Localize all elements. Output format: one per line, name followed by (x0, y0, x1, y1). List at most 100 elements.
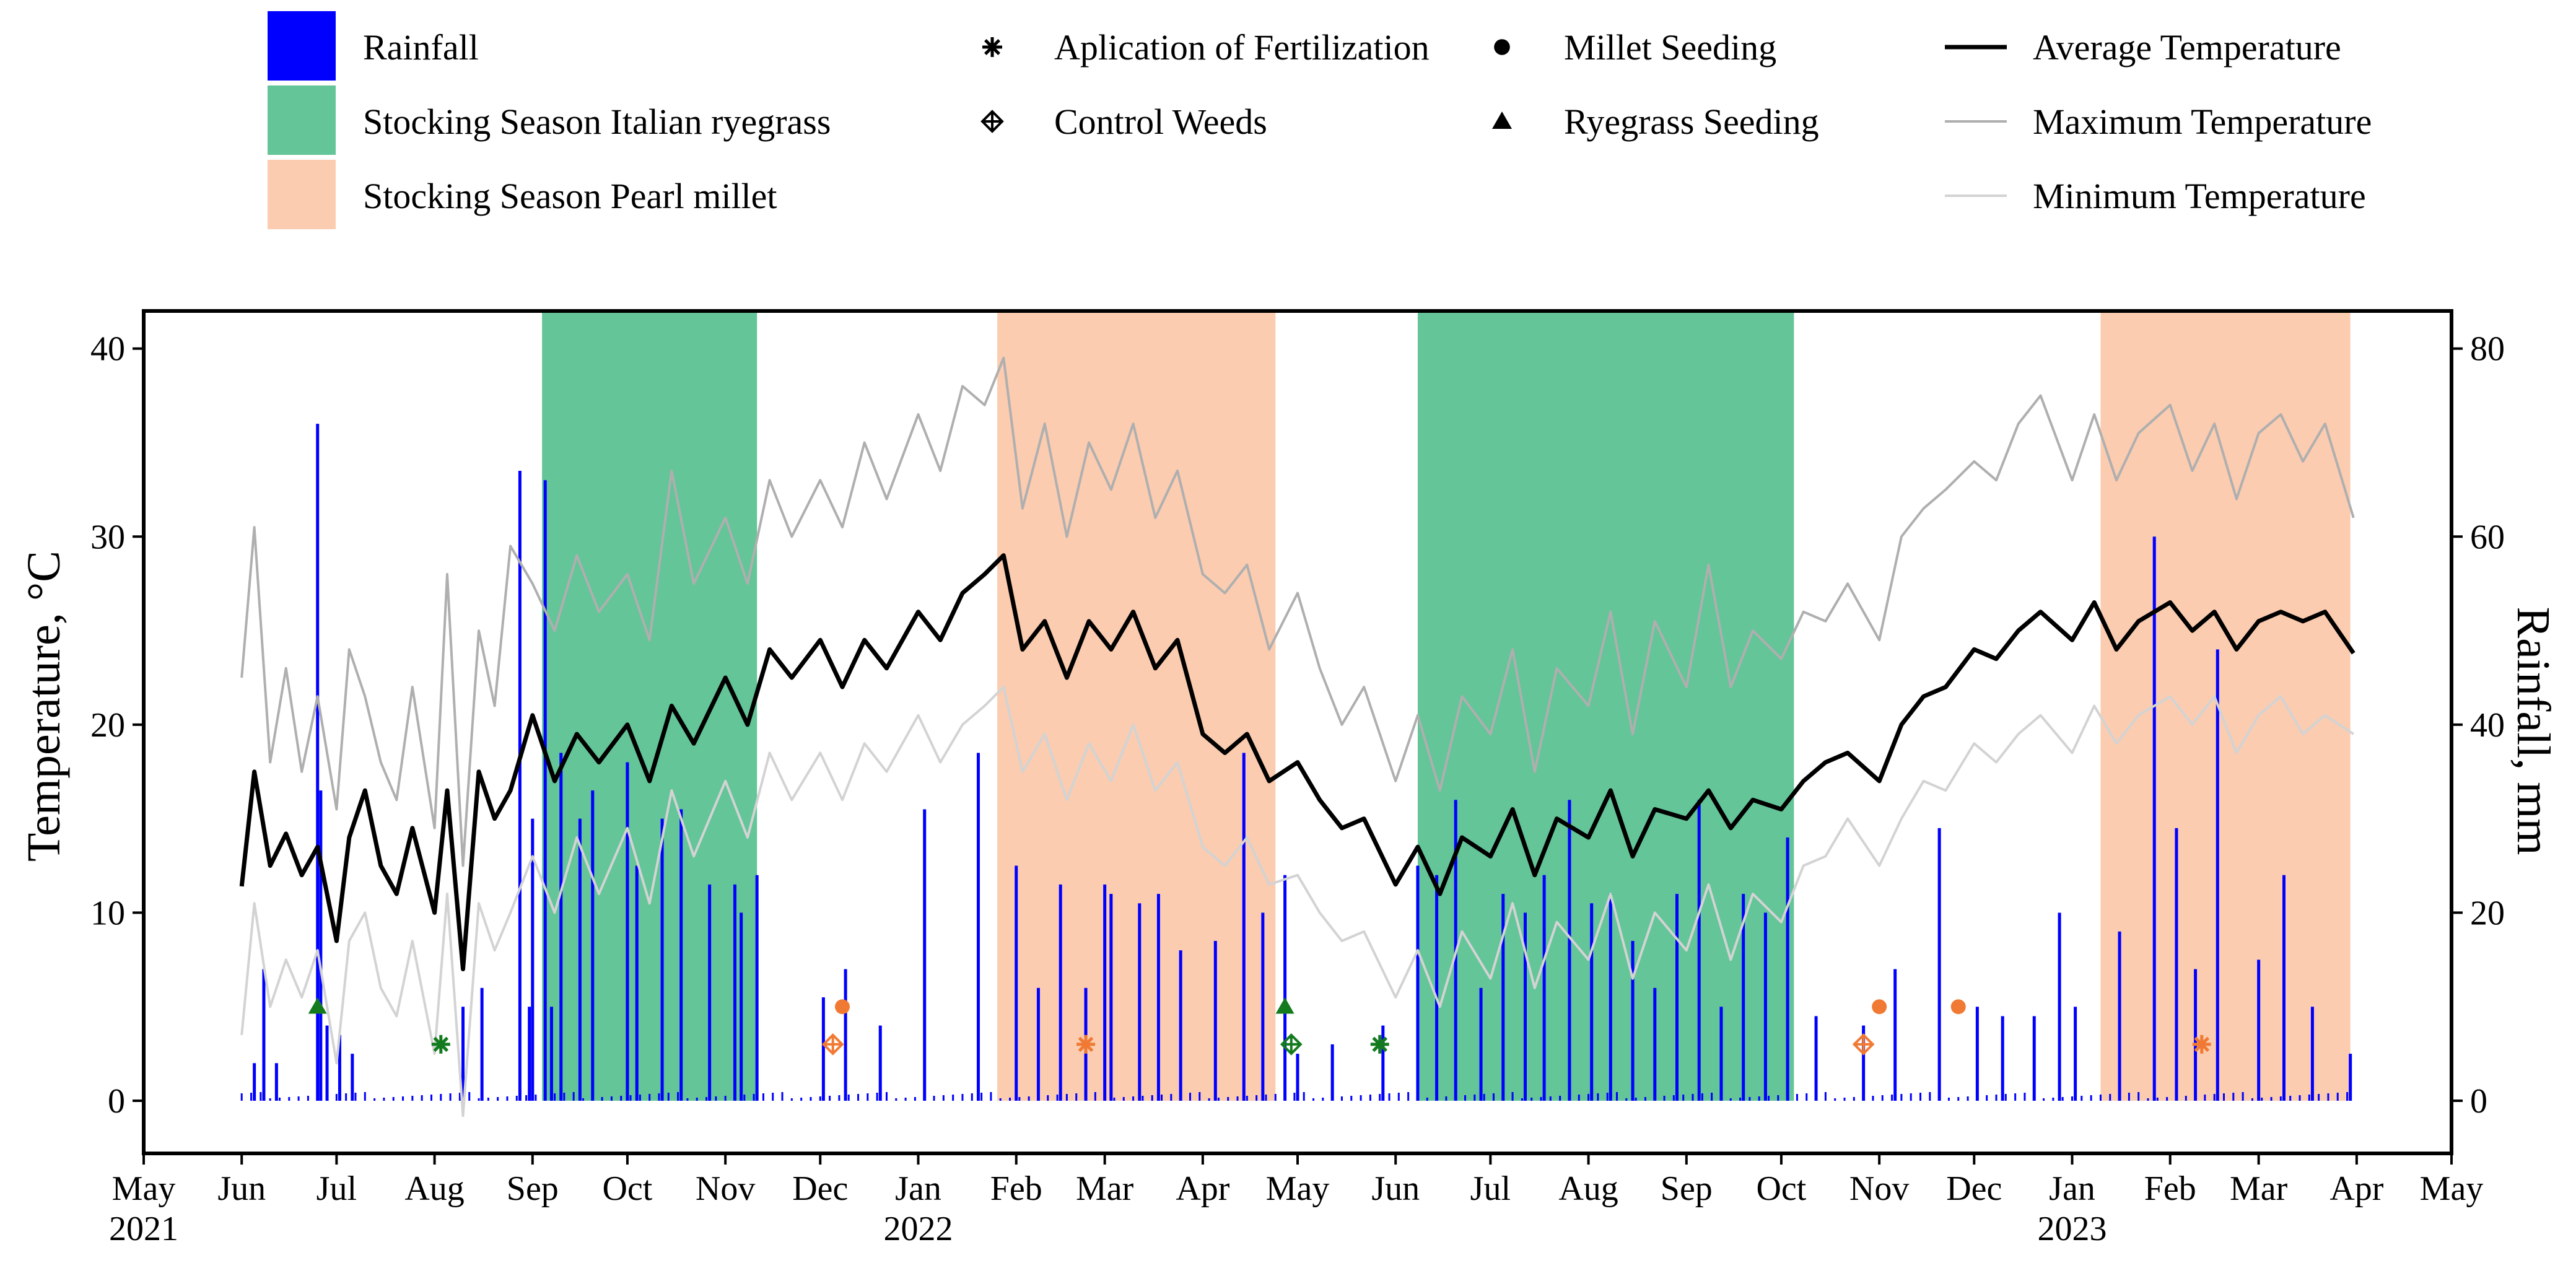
rainfall-trace-bar (1189, 1093, 1191, 1101)
rainfall-trace-bar (364, 1092, 366, 1101)
rainfall-trace-bar (1265, 1095, 1267, 1101)
rainfall-bar (2216, 649, 2219, 1101)
legend: Rainfall Stocking Season Italian ryegrass… (268, 11, 2372, 229)
rainfall-trace-bar (288, 1097, 290, 1101)
rainfall-trace-bar (317, 1095, 319, 1101)
rainfall-trace-bar (733, 1095, 736, 1101)
legend-label: Stocking Season Pearl millet (363, 176, 777, 216)
rainfall-trace-bar (1635, 1098, 1637, 1101)
rainfall-trace-bar (1729, 1098, 1732, 1101)
rainfall-trace-bar (515, 1096, 518, 1101)
event-marker (1076, 1034, 1096, 1054)
x-tick-label: May (112, 1170, 176, 1208)
rainfall-trace-bar (1881, 1095, 1884, 1101)
rainfall-bar (2118, 931, 2121, 1101)
rainfall-trace-bar (952, 1095, 954, 1101)
rainfall-trace-bar (819, 1096, 821, 1101)
rainfall-trace-bar (383, 1098, 385, 1101)
event-marker (1275, 997, 1295, 1014)
rainfall-bar (1213, 940, 1217, 1101)
rainfall-bar (338, 1034, 341, 1101)
rainfall-trace-bar (2118, 1093, 2121, 1101)
rainfall-trace-bar (1179, 1093, 1182, 1101)
season-band (1417, 311, 1794, 1101)
rainfall-trace-bar (1018, 1097, 1021, 1101)
y-axis-left-title: Temperature, °C (18, 551, 70, 862)
crossed-diamond-icon (1280, 1033, 1303, 1056)
rainfall-trace-bar (1900, 1094, 1903, 1101)
rainfall-bar (1283, 875, 1287, 1101)
rainfall-trace-bar (772, 1093, 774, 1101)
rainfall-trace-bar (2336, 1093, 2339, 1101)
rainfall-trace-bar (2109, 1094, 2111, 1101)
rainfall-trace-bar (2033, 1092, 2035, 1101)
rainfall-bar (262, 969, 266, 1101)
rainfall-trace-bar (2308, 1095, 2310, 1101)
season-band (2100, 311, 2351, 1101)
rainfall-bar (2310, 1007, 2314, 1101)
asterisk-icon (982, 37, 1002, 57)
rainfall-trace-bar (2289, 1096, 2292, 1101)
rainfall-trace-bar (800, 1098, 803, 1101)
rainfall-trace-bar (1739, 1098, 1742, 1101)
rainfall-trace-bar (1720, 1092, 1722, 1101)
rainfall-trace-bar (2147, 1098, 2149, 1101)
rainfall-trace-bar (1872, 1096, 1874, 1101)
rainfall-trace-bar (2128, 1093, 2130, 1101)
rainfall-trace-bar (240, 1093, 243, 1101)
rainfall-trace-bar (1331, 1097, 1334, 1101)
rainfall-trace-bar (2299, 1095, 2301, 1101)
crossed-diamond-icon (1852, 1033, 1875, 1056)
rainfall-trace-bar (677, 1092, 679, 1101)
rainfall-trace-bar (1028, 1096, 1030, 1101)
circle-icon (1950, 999, 1966, 1015)
rainfall-trace-bar (1142, 1096, 1144, 1101)
rainfall-trace-bar (1407, 1092, 1410, 1101)
rainfall-trace-bar (2014, 1093, 2017, 1101)
rainfall-trace-bar (933, 1096, 935, 1101)
rainfall-trace-bar (2156, 1098, 2159, 1101)
rainfall-trace-bar (724, 1096, 727, 1101)
rainfall-trace-bar (1986, 1095, 1988, 1101)
rainfall-trace-bar (1540, 1097, 1542, 1101)
rainfall-trace-bar (2204, 1095, 2206, 1101)
plot-area (239, 311, 2356, 1117)
x-tick-label: Dec (1946, 1170, 2002, 1208)
rainfall-trace-bar (1122, 1097, 1125, 1101)
rainfall-trace-bar (2346, 1092, 2349, 1101)
rainfall-bar (1261, 912, 1265, 1101)
rainfall-trace-bar (610, 1096, 613, 1101)
legend-label: Millet Seeding (1564, 27, 1776, 68)
rainfall-trace-bar (1597, 1093, 1599, 1101)
rainfall-trace-bar (2261, 1098, 2263, 1101)
y-left-tick-label: 10 (90, 894, 125, 932)
x-tick-label: Sep (1661, 1170, 1713, 1208)
rainfall-trace-bar (2318, 1094, 2320, 1101)
rainfall-trace-bar (2194, 1095, 2197, 1101)
rainfall-bar (316, 424, 320, 1101)
x-tick-label: Aug (404, 1170, 464, 1208)
rainfall-trace-bar (914, 1097, 916, 1101)
rainfall-trace-bar (1397, 1093, 1400, 1101)
event-marker (1280, 1033, 1303, 1056)
rainfall-trace-bar (2004, 1094, 2007, 1101)
legend-key-symbol (1492, 111, 1512, 129)
rainfall-trace-bar (544, 1094, 546, 1101)
rainfall-trace-bar (990, 1092, 992, 1101)
triangle-icon (308, 997, 327, 1014)
y-right-tick-label: 0 (2470, 1082, 2487, 1121)
y-left-tick-label: 0 (108, 1082, 125, 1121)
rainfall-trace-bar (1768, 1096, 1770, 1101)
rainfall-trace-bar (2061, 1097, 2064, 1101)
legend-item: Minimum Temperature (1945, 176, 2366, 216)
legend-item: Aplication of Fertilization (982, 27, 1430, 68)
rainfall-trace-bar (1303, 1092, 1305, 1101)
rainfall-trace-bar (1625, 1098, 1628, 1101)
rainfall-trace-bar (497, 1097, 499, 1101)
rainfall-trace-bar (942, 1095, 945, 1101)
circle-icon (1494, 39, 1510, 55)
legend-label: Rainfall (363, 27, 479, 68)
x-tick-label: Jul (1470, 1170, 1511, 1208)
rainfall-bar (1015, 865, 1018, 1101)
rainfall-bar (1719, 1007, 1723, 1101)
